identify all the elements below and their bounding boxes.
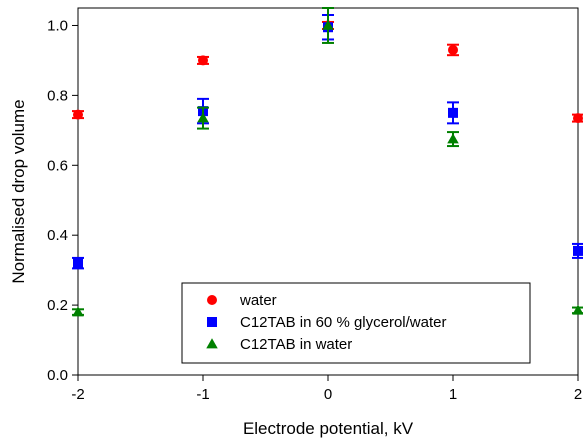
legend: water C12TAB in 60 % glycerol/water C12TAB… — [181, 282, 531, 364]
circle-marker — [73, 109, 83, 120]
y-tick-label: 0.4 — [47, 227, 68, 244]
legend-label: water — [239, 292, 277, 309]
triangle-marker — [447, 133, 459, 144]
legend-box — [181, 282, 531, 364]
series-2 — [72, 13, 583, 270]
x-axis-label: Electrode potential, kV — [243, 419, 414, 438]
y-tick-label: 0.8 — [47, 87, 68, 104]
square-marker — [207, 317, 217, 327]
y-tick-label: 0.6 — [47, 157, 68, 174]
legend-item: water — [207, 292, 277, 309]
series-3 — [72, 7, 583, 317]
data-marks — [72, 7, 583, 317]
square-marker — [73, 258, 83, 269]
x-tick-label: 1 — [449, 386, 457, 403]
y-tick-label: 0.2 — [47, 297, 68, 314]
triangle-marker — [572, 304, 583, 315]
triangle-marker — [197, 112, 209, 123]
y-tick-label: 1.0 — [47, 17, 68, 34]
legend-label: C12TAB in water — [240, 336, 352, 353]
y-tick-label: 0.0 — [47, 367, 68, 384]
x-tick-label: 0 — [324, 386, 332, 403]
axes: -2 -1 0 1 2 0.0 0.2 0.4 0.6 0.8 1.0 — [47, 7, 582, 403]
triangle-marker — [72, 306, 84, 317]
x-tick-label: -1 — [196, 386, 209, 403]
x-tick-label: 2 — [574, 386, 582, 403]
square-marker — [573, 245, 583, 256]
triangle-marker — [206, 338, 218, 349]
legend-item: C12TAB in 60 % glycerol/water — [207, 314, 446, 331]
triangle-marker — [322, 19, 334, 30]
legend-item: C12TAB in water — [206, 336, 352, 353]
x-tick-label: -2 — [71, 386, 84, 403]
legend-label: C12TAB in 60 % glycerol/water — [240, 314, 446, 331]
circle-marker — [207, 295, 217, 305]
square-marker — [448, 107, 458, 118]
circle-marker — [448, 44, 458, 55]
circle-marker — [198, 55, 208, 66]
circle-marker — [573, 113, 583, 124]
y-axis-label: Normalised drop volume — [9, 99, 28, 283]
